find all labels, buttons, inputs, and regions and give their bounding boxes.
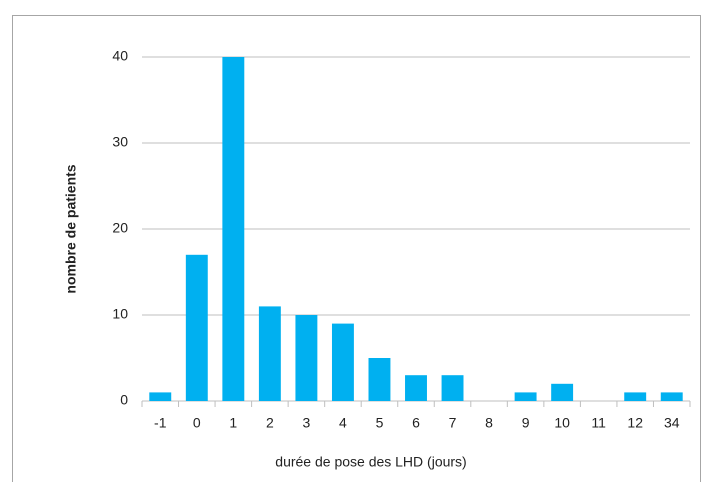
x-tick-label: 8 (485, 415, 493, 431)
x-tick-label: 0 (193, 415, 201, 431)
bar (258, 306, 281, 401)
y-tick-label: 20 (112, 220, 128, 236)
y-tick-label: 40 (112, 48, 128, 64)
y-axis-title: nombre de patients (63, 164, 79, 293)
x-tick-label: 6 (412, 415, 420, 431)
bar (551, 383, 574, 401)
x-tick-label: 1 (229, 415, 237, 431)
x-tick-label: -1 (154, 415, 167, 431)
x-tick-label: 3 (303, 415, 311, 431)
x-tick-label: 4 (339, 415, 347, 431)
x-tick-label: 10 (554, 415, 570, 431)
bar (624, 392, 647, 401)
bar (368, 358, 391, 401)
bar (331, 323, 354, 401)
chart-border (12, 15, 701, 482)
x-tick-label: 11 (591, 415, 606, 431)
x-tick-label: 7 (449, 415, 457, 431)
y-tick-label: 30 (112, 134, 128, 150)
bar (405, 375, 427, 401)
x-tick-label: 12 (627, 415, 643, 431)
bar (295, 315, 318, 401)
y-tick-label: 10 (112, 306, 128, 322)
bar (149, 392, 172, 401)
bar (514, 392, 537, 401)
x-tick-label: 34 (664, 415, 680, 431)
x-tick-label: 5 (376, 415, 384, 431)
y-tick-label: 0 (120, 392, 128, 408)
x-axis-title: durée de pose des LHD (jours) (275, 454, 466, 470)
x-tick-label: 2 (266, 415, 274, 431)
x-tick-label: 9 (522, 415, 530, 431)
bar (660, 392, 683, 401)
bar (222, 57, 245, 401)
bar (441, 375, 464, 401)
bar (185, 254, 208, 401)
